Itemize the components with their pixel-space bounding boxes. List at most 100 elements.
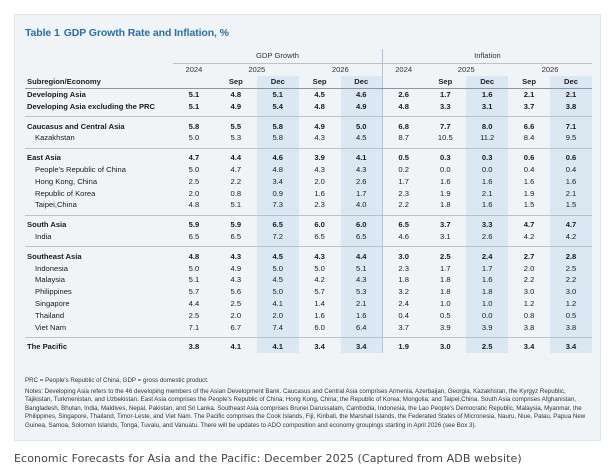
table-cell: 5.6 <box>230 287 242 297</box>
table-cell: 3.1 <box>440 231 451 241</box>
table-cell: 1.7 <box>440 263 451 273</box>
table-cell: 1.6 <box>466 88 509 101</box>
table-cell: 2.0 <box>523 263 535 273</box>
table-cell: 6.8 <box>381 120 425 133</box>
table-cell: 1.4 <box>314 298 325 308</box>
table-cell: 1.8 <box>440 275 451 285</box>
row-label: Thailand <box>35 310 65 320</box>
month-header: Dec <box>340 76 383 89</box>
table-cell: 3.0 <box>381 250 425 263</box>
table-notes: PRC = People's Republic of China, GDP = … <box>25 377 592 433</box>
table-cell: 7.1 <box>188 322 200 332</box>
table-cell: 2.1 <box>466 187 509 200</box>
notes-text: Notes: Developing Asia refers to the 46 … <box>25 387 586 429</box>
table-cell: 5.1 <box>188 90 200 99</box>
table-cell: 1.6 <box>466 175 509 188</box>
table-cell: 0.4 <box>523 164 535 174</box>
row-label: Singapore <box>35 298 70 308</box>
table-cell: 6.5 <box>340 230 383 243</box>
table-row: The Pacific 3.8 4.1 4.1 3.4 3.4 1.9 3.0 2.5 3.4 3.… <box>25 341 592 354</box>
table-cell: 4.0 <box>340 199 383 212</box>
table-cell: 2.1 <box>550 88 592 101</box>
table-cell: 8.7 <box>381 132 425 145</box>
table-cell: 2.2 <box>550 274 592 287</box>
table-cell: 2.2 <box>230 176 242 186</box>
table-cell: 3.0 <box>440 342 451 352</box>
table-cell: 0.9 <box>256 187 299 200</box>
table-cell: 3.2 <box>381 286 425 298</box>
table-cell: 1.6 <box>466 274 509 287</box>
row-label: Developing Asia <box>27 90 86 99</box>
row-divider <box>25 112 592 118</box>
table-cell: 2.5 <box>188 310 200 320</box>
year-header: 2025 <box>457 65 475 74</box>
month-header: Dec <box>256 76 299 89</box>
table-cell: 4.5 <box>340 132 383 145</box>
table-cell: 5.1 <box>188 275 200 285</box>
table-cell: 6.5 <box>256 219 299 231</box>
table-cell: 0.3 <box>440 153 451 163</box>
year-header: 2024 <box>381 63 425 76</box>
table-cell: 4.2 <box>523 231 535 241</box>
row-label: Caucasus and Central Asia <box>27 121 125 131</box>
table-cell: 2.5 <box>440 251 451 261</box>
table-cell: 5.0 <box>256 262 299 275</box>
month-header: Dec <box>550 76 592 89</box>
table-cell: 6.4 <box>340 321 383 334</box>
table-cell: 5.1 <box>188 101 200 111</box>
table-cell: 4.6 <box>256 152 299 164</box>
table-cell: 3.0 <box>523 287 535 297</box>
table-cell: 2.7 <box>523 251 535 261</box>
table-cell: 3.7 <box>440 220 451 230</box>
table-cell: 1.7 <box>381 175 425 188</box>
table-cell: 9.5 <box>550 132 592 145</box>
row-label: East Asia <box>27 153 61 163</box>
table-cell: 4.8 <box>314 101 325 111</box>
year-header: 2026 <box>541 65 559 74</box>
table-cell: 6.0 <box>314 322 325 332</box>
table-cell: 1.9 <box>381 341 425 354</box>
row-label: Republic of Korea <box>35 188 96 198</box>
gdp-group-header: GDP Growth <box>173 49 383 64</box>
table-cell: 3.4 <box>550 341 592 354</box>
table-cell: 1.5 <box>523 200 535 210</box>
row-label: Taipei,China <box>35 200 77 210</box>
table-cell: 4.8 <box>381 100 425 113</box>
table-cell: 4.1 <box>230 342 242 352</box>
table-cell: 2.1 <box>523 90 535 99</box>
table-cell: 5.0 <box>314 263 325 273</box>
table-cell: 8.0 <box>466 120 509 133</box>
table-cell: 2.0 <box>230 310 242 320</box>
table-cell: 5.7 <box>188 287 200 297</box>
table-cell: 3.4 <box>256 175 299 188</box>
row-label: People's Republic of China <box>35 164 126 174</box>
table-cell: 3.8 <box>550 100 592 113</box>
table-cell: 3.4 <box>314 342 325 352</box>
table-cell: 5.0 <box>340 120 383 133</box>
table-cell: 6.5 <box>188 231 200 241</box>
table-cell: 7.7 <box>440 121 451 131</box>
row-label: Hong Kong, China <box>35 176 98 186</box>
table-cell: 6.5 <box>314 231 325 241</box>
table-row: Philippines 5.7 5.6 5.0 5.7 5.3 3.2 1.8 1.8 3.0 3.… <box>25 286 592 298</box>
table-cell: 0.5 <box>440 310 451 320</box>
table-cell: 5.4 <box>256 100 299 113</box>
table-cell: 5.1 <box>230 200 242 210</box>
table-cell: 11.2 <box>466 132 509 145</box>
table-cell: 0.6 <box>523 153 535 163</box>
row-spacer <box>25 215 592 220</box>
table-cell: 1.9 <box>440 188 451 198</box>
row-label: South Asia <box>27 220 67 230</box>
row-spacer <box>25 337 592 342</box>
table-title-text: GDP Growth Rate and Inflation, % <box>63 27 229 39</box>
table-cell: 5.0 <box>188 263 200 273</box>
table-cell: 2.2 <box>381 199 425 212</box>
table-cell: 4.7 <box>230 164 242 174</box>
table-cell: 6.6 <box>523 121 535 131</box>
table-cell: 4.9 <box>340 100 383 113</box>
row-spacer <box>25 246 592 251</box>
table-cell: 6.7 <box>230 322 242 332</box>
table-cell: 5.8 <box>256 132 299 145</box>
table-cell: 2.5 <box>188 176 200 186</box>
row-label: The Pacific <box>27 342 68 352</box>
